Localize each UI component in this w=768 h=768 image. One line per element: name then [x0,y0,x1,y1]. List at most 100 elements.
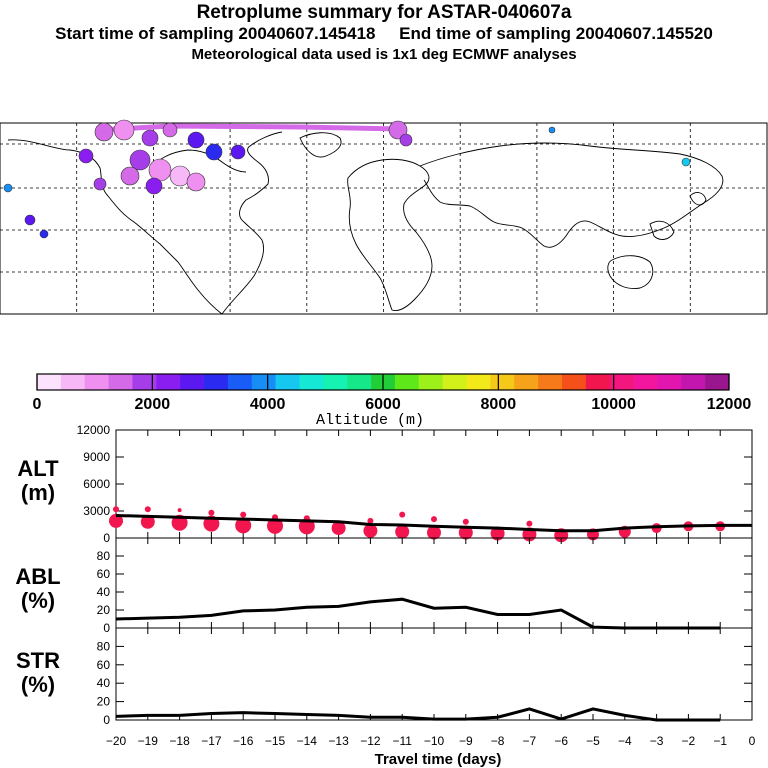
x-tick-label: −18 [169,734,190,748]
colorbar-swatch [347,374,372,390]
x-tick-label: 0 [749,734,756,748]
altitude-bubble [140,514,155,529]
coastlines [7,131,724,315]
colorbar-swatch [204,374,229,390]
x-axis-label: Travel time (days) [375,751,502,768]
x-tick-label: −7 [523,734,537,748]
altitude-bubble [144,506,151,513]
met-data-line: Meteorological data used is 1x1 deg ECMW… [191,46,577,63]
altitude-bubble [331,521,346,536]
plume-marker [113,119,135,141]
plume-marker [399,133,413,147]
altitude-bubble [399,511,406,518]
abl-unit: (%) [21,588,55,613]
x-tick-label: −6 [554,734,568,748]
altitude-bubble [363,523,378,538]
alt-unit: (m) [21,480,55,505]
y-tick-label: 9000 [83,450,110,464]
y-tick-label: 6000 [83,477,110,491]
plume-marker [205,143,223,161]
y-tick-label: 0 [103,621,110,635]
x-axis-ticks: −20 −19 −18 −17 −16 −15 −14 −13 −12 −11 −10 −9 −8 −7−… [106,734,756,748]
str-series-line [115,707,721,722]
plume-marker [94,122,114,142]
y-tick-label: 40 [97,585,111,599]
x-tick-label: −11 [392,734,412,748]
colorbar-swatch [633,374,658,390]
y-tick-label: 80 [97,549,111,563]
altitude-bubble [240,511,247,518]
altitude-bubble [235,517,252,534]
x-tick-label: −3 [650,734,664,748]
plume-marker [230,144,246,160]
alt-panel: ALT (m) 12000 9000 6000 3000 0 [17,423,753,545]
str-yticks: 80 60 40 20 0 [97,628,753,727]
plume-marker [141,129,159,147]
x-tick-label: −16 [233,734,254,748]
colorbar-swatch [275,374,300,390]
x-tick-label: −10 [424,734,445,748]
x-tick-label: −9 [459,734,473,748]
plume-track [99,123,401,133]
asia [419,142,724,248]
x-tick-label: −5 [586,734,600,748]
x-tick-label: −1 [713,734,727,748]
altitude-bubble [113,506,119,513]
altitude-bubble [109,513,123,528]
altitude-bubble [462,518,469,525]
colorbar-swatch [60,374,86,390]
colorbar-swatch [227,374,253,390]
colorbar-swatch [418,374,443,390]
start-time: Start time of sampling 20040607.145418 [55,24,376,43]
plume-marker [78,148,94,164]
plume-marker [388,120,408,140]
altitude-bubble [458,525,473,540]
str-frame [115,627,753,721]
colorbar-swatch [514,374,539,390]
colorbar: 0 2000 4000 6000 8000 10000 12000 [33,373,752,413]
colorbar-label: Altitude (m) [316,412,424,429]
colorbar-tick-label: 2000 [135,396,171,413]
colorbar-swatch [132,374,157,390]
colorbar-swatch [299,374,324,390]
str-unit: (%) [21,672,55,697]
x-tick-label: −15 [265,734,286,748]
altitude-bubble [177,508,182,513]
altitude-bubble [427,525,441,540]
altitude-bubble [267,517,283,534]
colorbar-swatch [609,374,634,390]
x-tick-label: −14 [297,734,318,748]
y-tick-label: 80 [97,639,111,653]
greenland [299,132,342,158]
abl-yticks: 80 60 40 20 0 [97,538,753,635]
plume-marker [681,157,691,167]
colorbar-swatch [323,374,348,390]
colorbar-swatch [84,374,109,390]
x-tick-label: −13 [328,734,349,748]
colorbar-swatch [657,374,682,390]
colorbar-tick-label: 6000 [365,396,401,413]
colorbar-swatch [442,374,467,390]
end-time: End time of sampling 20040607.145520 [399,24,713,43]
y-tick-label: 0 [103,713,110,727]
colorbar-swatch [394,374,420,390]
colorbar-tick-label: 10000 [591,396,636,413]
australia [607,255,654,289]
altitude-bubble [490,526,505,541]
x-tick-label: −17 [201,734,222,748]
map-panel [0,119,768,315]
abl-panel: ABL (%) 80 60 40 20 0 [15,537,753,635]
x-tick-label: −2 [682,734,696,748]
plume-marker [145,177,163,195]
colorbar-swatch [37,374,62,390]
colorbar-tick-label: 12000 [707,396,752,413]
colorbar-swatch [251,374,276,390]
plume-marker [162,122,178,138]
colorbar-swatch [585,374,610,390]
y-tick-label: 40 [97,676,111,690]
colorbar-swatch [705,374,730,390]
plume-marker [39,229,49,239]
y-tick-label: 20 [97,695,111,709]
str-panel: STR (%) 80 60 40 20 0 [16,627,753,727]
